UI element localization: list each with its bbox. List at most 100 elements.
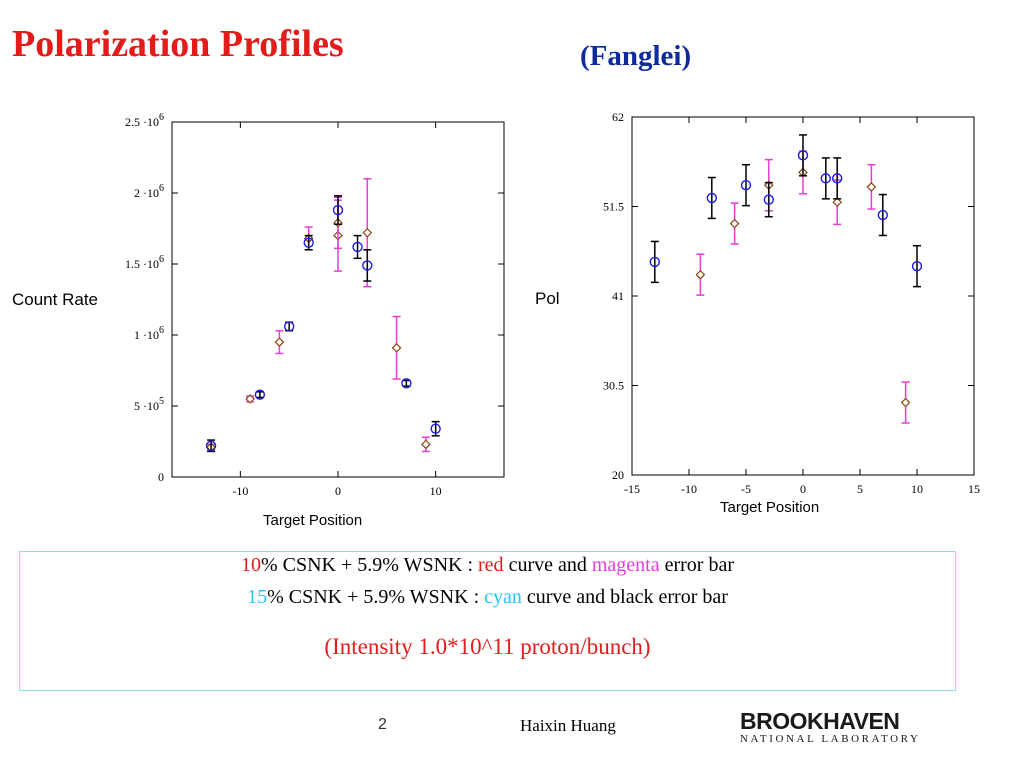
data-point-15pct <box>332 195 344 225</box>
x-tick-label: 5 <box>857 482 863 496</box>
y-tick-label: 5 ·105 <box>134 396 164 413</box>
diamond-marker <box>421 439 431 450</box>
x-tick-label: 0 <box>335 484 341 498</box>
data-point-10pct <box>245 394 255 404</box>
circle-marker <box>401 378 412 389</box>
page-number: 2 <box>378 716 387 733</box>
legend-line-15pct: 15% CSNK + 5.9% WSNK : cyan curve and bl… <box>20 586 955 609</box>
slide-author: (Fanglei) <box>580 40 692 72</box>
diamond-marker <box>362 227 373 238</box>
data-point-15pct <box>820 157 832 200</box>
data-point-10pct <box>900 381 911 424</box>
legend-10pct-value: 10 <box>240 554 261 576</box>
circle-marker <box>763 194 775 205</box>
data-point-15pct <box>797 134 809 177</box>
data-point-15pct <box>303 234 314 251</box>
logo-subtitle: NATIONAL LABORATORY <box>740 733 921 745</box>
slide-title: Polarization Profiles <box>12 23 344 65</box>
diamond-marker <box>391 342 402 353</box>
circle-marker <box>706 192 718 204</box>
x-tick-label: -10 <box>681 482 697 496</box>
circle-marker <box>877 209 888 221</box>
data-point-10pct <box>832 179 843 226</box>
diamond-marker <box>274 337 285 347</box>
data-point-15pct <box>401 378 412 389</box>
logo-wordmark: BROOKHAVEN <box>740 708 900 734</box>
data-point-15pct <box>911 244 923 288</box>
x-tick-label: 10 <box>430 484 442 498</box>
data-point-15pct <box>430 420 441 437</box>
y-tick-label: 0 <box>158 470 164 484</box>
diamond-marker <box>832 197 843 208</box>
data-point-10pct <box>391 315 402 380</box>
y-tick-label: 30.5 <box>603 379 624 393</box>
y-tick-label: 2.5 ·106 <box>125 112 164 129</box>
data-point-10pct <box>695 253 706 296</box>
right-chart-y-label: Pol <box>535 289 560 308</box>
data-point-15pct <box>740 163 752 207</box>
data-point-10pct <box>866 163 877 210</box>
circle-marker <box>820 173 832 184</box>
diamond-marker <box>695 269 706 280</box>
brookhaven-logo: BROOKHAVEN NATIONAL LABORATORY <box>740 708 940 748</box>
circle-marker <box>797 150 809 161</box>
legend-box: 10% CSNK + 5.9% WSNK : red curve and mag… <box>19 551 956 691</box>
circle-marker <box>740 179 752 191</box>
polarization-chart: -15 -10 -5 0 5 10 15 20 30.5 41 51.5 62 <box>603 110 980 496</box>
x-tick-label: 10 <box>911 482 923 496</box>
data-point-15pct <box>649 240 661 284</box>
presenter-name: Haixin Huang <box>520 716 616 735</box>
legend-cyan-word: cyan <box>484 586 522 608</box>
legend-red-word: red <box>478 554 504 576</box>
count-rate-chart: -10 0 10 0 5 ·105 1 ·106 1.5 ·106 2 ·106 2.5 ·10… <box>125 112 505 498</box>
circle-marker <box>430 423 441 434</box>
circle-marker <box>832 173 843 184</box>
legend-15pct-value: 15 <box>247 586 268 608</box>
data-point-10pct <box>421 436 431 453</box>
data-point-15pct <box>283 321 295 332</box>
legend-magenta-word: magenta <box>591 554 660 576</box>
data-point-15pct <box>832 157 843 200</box>
y-tick-label: 2 ·106 <box>134 183 164 200</box>
plot-frame <box>171 121 505 478</box>
legend-15pct-text-2: curve and black error bar <box>521 586 728 608</box>
data-point-15pct <box>205 439 217 453</box>
circle-marker <box>332 204 344 216</box>
y-tick-label: 1.5 ·106 <box>125 254 164 271</box>
left-chart-y-label: Count Rate <box>12 290 98 309</box>
legend-10pct-text: % CSNK + 5.9% WSNK : <box>260 554 479 576</box>
x-tick-label: -15 <box>624 482 640 496</box>
x-tick-label: 15 <box>968 482 980 496</box>
x-tick-label: 0 <box>800 482 806 496</box>
y-tick-label: 20 <box>612 468 624 482</box>
data-point-15pct <box>352 234 363 260</box>
y-tick-label: 62 <box>612 110 624 124</box>
legend-line-10pct: 10% CSNK + 5.9% WSNK : red curve and mag… <box>20 554 955 577</box>
data-point-15pct <box>763 181 775 218</box>
diamond-marker <box>245 394 255 404</box>
y-tick-label: 51.5 <box>603 200 624 214</box>
data-point-15pct <box>706 176 718 220</box>
left-chart-x-label: Target Position <box>263 512 363 529</box>
legend-10pct-text-3: error bar <box>659 554 735 576</box>
data-point-15pct <box>362 249 373 282</box>
circle-marker <box>303 237 314 248</box>
y-tick-label: 41 <box>612 289 624 303</box>
diamond-marker <box>866 182 877 192</box>
right-chart-x-label: Target Position <box>720 499 820 516</box>
data-point-10pct <box>729 202 740 245</box>
circle-marker <box>283 321 295 332</box>
x-tick-label: -5 <box>741 482 751 496</box>
circle-marker <box>205 440 217 451</box>
x-tick-label: -10 <box>232 484 248 498</box>
data-point-15pct <box>877 193 888 237</box>
circle-marker <box>649 256 661 268</box>
diamond-marker <box>729 218 740 229</box>
data-point-10pct <box>274 329 285 355</box>
legend-10pct-text-2: curve and <box>503 554 592 576</box>
circle-marker <box>352 241 363 253</box>
y-tick-label: 1 ·106 <box>134 325 164 342</box>
intensity-note: (Intensity 1.0*10^11 proton/bunch) <box>324 634 651 659</box>
circle-marker <box>254 389 266 400</box>
diamond-marker <box>900 397 911 408</box>
